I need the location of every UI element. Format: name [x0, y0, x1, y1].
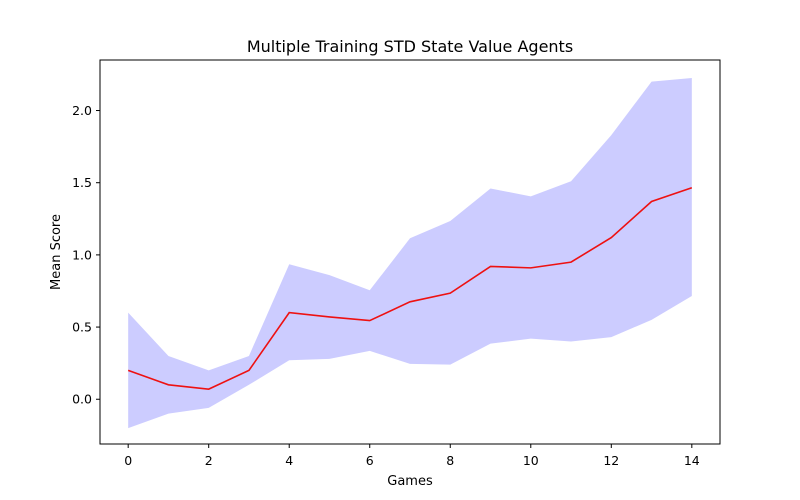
- x-axis-label: Games: [387, 474, 433, 489]
- y-tick-label: 2.0: [72, 103, 92, 118]
- y-tick-label: 1.0: [72, 247, 92, 262]
- x-tick-label: 14: [684, 453, 700, 468]
- plot-content: [127, 78, 693, 429]
- x-tick-label: 2: [205, 453, 213, 468]
- y-axis-label: Mean Score: [49, 214, 64, 290]
- std-band: [128, 78, 692, 429]
- y-axis-ticks: 0.0 0.5 1.0 1.5 2.0: [72, 103, 100, 407]
- plot-frame: [99, 59, 721, 445]
- x-tick-label: 10: [523, 453, 539, 468]
- x-tick-label: 0: [124, 453, 132, 468]
- mean-score-line: [127, 187, 693, 390]
- y-tick-label: 0.5: [72, 320, 92, 335]
- chart-title: Multiple Training STD State Value Agents: [247, 37, 573, 56]
- y-tick-label: 0.0: [72, 392, 92, 407]
- x-axis-ticks: 0 2 4 6 8 10 12 14: [124, 444, 700, 468]
- x-tick-label: 4: [285, 453, 293, 468]
- x-tick-label: 6: [366, 453, 374, 468]
- y-tick-label: 1.5: [72, 175, 92, 190]
- x-tick-label: 12: [603, 453, 619, 468]
- x-tick-label: 8: [446, 453, 454, 468]
